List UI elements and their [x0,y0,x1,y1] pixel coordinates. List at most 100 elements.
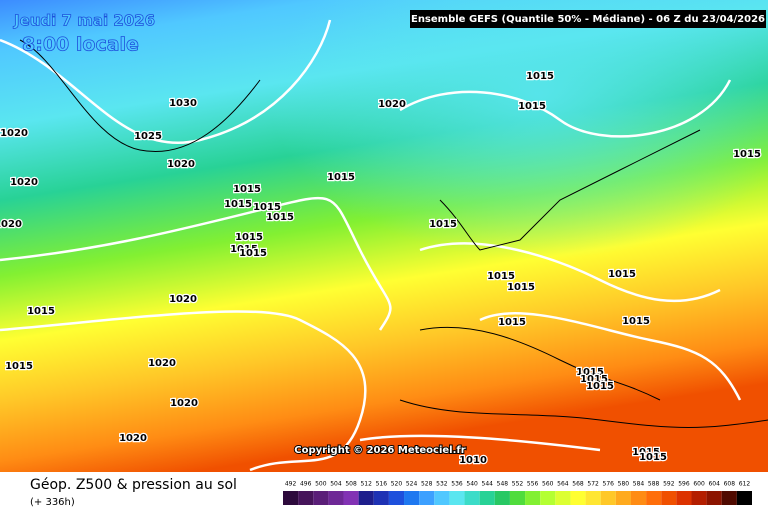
scale-label: 516 [376,481,388,488]
scale-label: 512 [360,481,372,488]
scale-label: 568 [572,481,584,488]
isobar-label: 1020 [378,99,406,110]
scale-swatch [479,491,495,505]
scale-label: 536 [451,481,463,488]
scale-label: 612 [739,481,751,488]
scale-swatch [283,491,299,505]
scale-label: 600 [693,481,705,488]
scale-swatch [615,491,631,505]
isobar-label: 1015 [518,101,546,112]
isobar-label: 1015 [586,381,614,392]
scale-swatch [328,491,344,505]
scale-swatch [540,491,556,505]
scale-swatch [706,491,722,505]
scale-swatch [570,491,586,505]
scale-label: 564 [557,481,569,488]
isobar-label: 1015 [239,248,267,259]
scale-label: 556 [527,481,539,488]
scale-swatch [464,491,480,505]
isobar-label: 1030 [169,98,197,109]
scale-swatch [600,491,616,505]
scale-swatch [661,491,677,505]
isobar-label: 1020 [0,219,22,230]
scale-swatch [509,491,526,505]
isobar-label: 1015 [639,452,667,463]
scale-label: 604 [708,481,720,488]
scale-label: 548 [497,481,509,488]
scale-label: 520 [391,481,403,488]
footer-title: Géop. Z500 & pression au sol [30,477,237,493]
isobar-label: 1025 [134,131,162,142]
isobar-label: 1020 [169,294,197,305]
isobar-label: 1020 [170,398,198,409]
isobar-label: 1020 [148,358,176,369]
scale-swatch [343,491,359,505]
scale-label: 524 [406,481,418,488]
scale-swatch [691,491,707,505]
scale-swatch [630,491,647,505]
scale-swatch [721,491,737,505]
scale-label: 500 [315,481,327,488]
isobar-label: 1015 [632,447,660,458]
scale-label: 540 [466,481,478,488]
scale-swatch [373,491,389,505]
coastlines [19,39,768,428]
isobar-label: 1015 [580,374,608,385]
scale-swatch [449,491,465,505]
scale-swatch [525,491,541,505]
scale-label: 508 [345,481,357,488]
scale-label: 608 [724,481,736,488]
scale-swatch [676,491,692,505]
isobar-label: 1015 [235,232,263,243]
scale-swatch [358,491,374,505]
scale-label: 572 [587,481,599,488]
scale-label: 580 [618,481,630,488]
isobar-label: 1015 [526,71,554,82]
isobar-label: 1020 [167,159,195,170]
copyright: Copyright © 2026 Meteociel.fr [294,445,465,456]
isobar-label: 1015 [733,149,761,160]
scale-swatch [646,491,662,505]
scale-label: 592 [663,481,675,488]
isobar-label: 1010 [459,455,487,466]
scale-label: 584 [633,481,645,488]
scale-swatch [585,491,601,505]
scale-label: 560 [542,481,554,488]
isobar-label: 1015 [327,172,355,183]
scale-label: 596 [678,481,690,488]
isobar-label: 1015 [5,361,33,372]
scale-swatch [388,491,405,505]
local-time: 8:00 locale [22,34,139,56]
isobar-label: 1015 [27,306,55,317]
isobar-label: 1015 [576,367,604,378]
isobar-label: 1015 [224,199,252,210]
scale-swatch [555,491,571,505]
isobar-label: 1015 [230,244,258,255]
isobar-label: 1020 [119,433,147,444]
scale-label: 532 [436,481,448,488]
scale-swatch [404,491,420,505]
isobar-label: 1020 [0,128,28,139]
isobar-label: 1015 [233,184,261,195]
isobar-label: 1015 [429,219,457,230]
scale-swatch [313,491,329,505]
scale-swatch [419,491,435,505]
scale-swatch [494,491,510,505]
isobar-label: 1015 [266,212,294,223]
scale-label: 492 [285,481,297,488]
geopotential-field [0,0,768,472]
scale-swatch [736,491,752,505]
scale-swatch [298,491,314,505]
scale-swatch [434,491,450,505]
run-banner [410,10,766,28]
scale-label: 496 [300,481,312,488]
lead-time: (+ 336h) [30,497,75,508]
isobar-label: 1020 [10,177,38,188]
isobar-label: 1015 [498,317,526,328]
scale-label: 588 [648,481,660,488]
run-info: Ensemble GEFS (Quantile 50% - Médiane) -… [411,13,765,25]
isobar-label: 1015 [608,269,636,280]
date: Jeudi 7 mai 2026 [13,12,155,30]
scale-label: 544 [482,481,494,488]
